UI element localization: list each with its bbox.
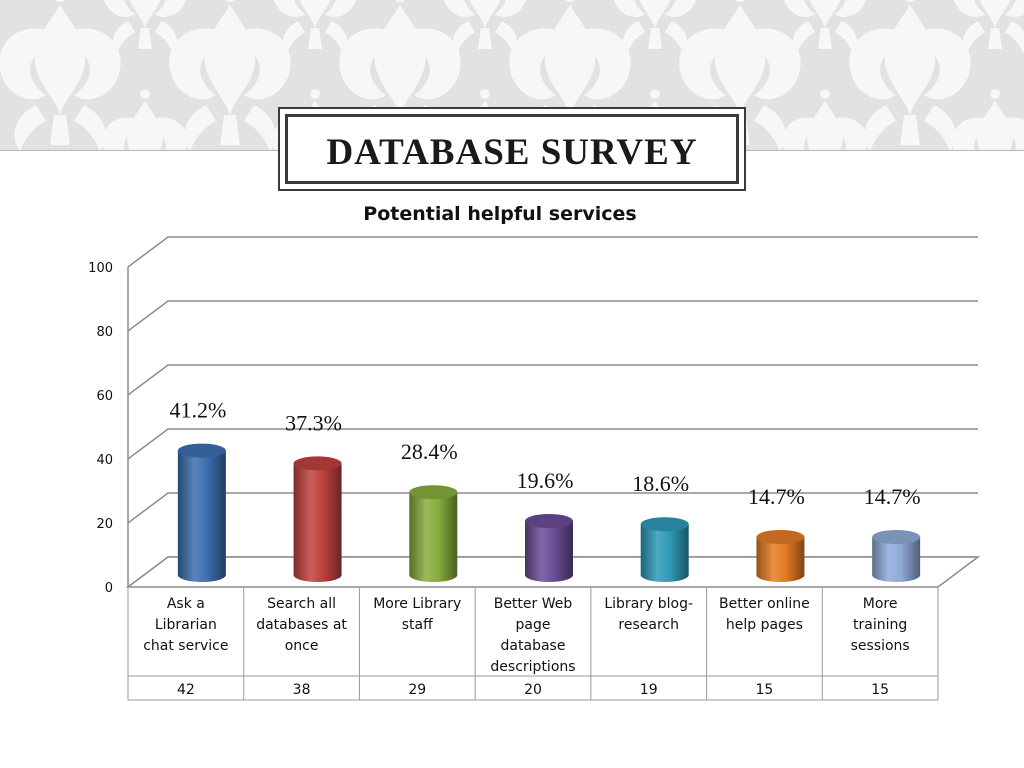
table-value-0: 42 [177,682,195,698]
table-value-2: 29 [408,682,426,698]
y-tick-label-40: 40 [96,453,113,468]
slide-title-inner-frame [285,114,739,184]
bar-0 [177,450,226,582]
data-label-0: 41.2% [169,398,226,423]
bar-top-2 [409,485,458,500]
data-label-2: 28.4% [401,439,458,464]
table-value-1: 38 [293,682,311,698]
gridline-100 [127,236,978,268]
table-value-5: 15 [756,682,774,698]
bar-top-5 [756,530,805,544]
category-label-5: Better online help pages [719,596,810,633]
category-label-6: More training sessions [851,596,910,654]
y-tick-label-20: 20 [96,517,113,532]
data-label-1: 37.3% [285,410,342,435]
bar-top-4 [640,517,689,532]
gridline-80 [127,300,978,332]
bar-3 [525,521,573,582]
y-tick-label-80: 80 [96,325,113,340]
y-tick-label-100: 100 [88,261,113,276]
y-tick-label-60: 60 [96,389,113,404]
table-value-6: 15 [871,682,889,698]
category-label-4: Library blog-research [604,596,693,633]
gridline-60 [127,364,978,396]
chart-title: Potential helpful services [363,203,637,225]
slide-title-box: DATABASE SURVEY [278,107,746,191]
bar-4 [640,524,689,582]
bar-2 [409,492,458,582]
category-label-3: Better Web page database descriptions [490,596,575,675]
data-label-3: 19.6% [517,468,574,493]
bar-6 [872,537,921,582]
data-label-5: 14.7% [748,484,805,509]
bar-1 [293,463,342,582]
bar-top-3 [525,514,573,528]
bar-5 [756,537,805,582]
slide-title: DATABASE SURVEY [326,132,698,173]
bar-top-6 [872,530,921,544]
category-label-1: Search all databases at once [256,596,347,654]
bar-top-1 [293,456,342,471]
table-value-3: 20 [524,682,542,698]
table-value-4: 19 [640,682,658,698]
data-label-4: 18.6% [632,471,689,496]
gridline-40 [127,428,978,460]
gridline-20 [127,492,978,524]
y-tick-label-0: 0 [105,581,113,596]
bar-top-0 [177,443,226,458]
category-label-0: Ask a Librarian chat service [143,596,228,654]
data-label-6: 14.7% [864,484,921,509]
category-label-2: More Library staff [373,596,461,633]
